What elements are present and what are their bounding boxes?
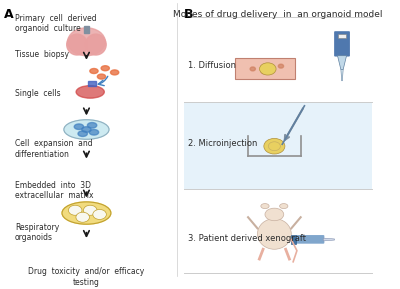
Text: Tissue  biopsy: Tissue biopsy (15, 50, 69, 59)
Ellipse shape (110, 70, 119, 75)
Circle shape (264, 138, 285, 154)
Text: 1. Diffusion: 1. Diffusion (188, 61, 236, 70)
FancyBboxPatch shape (184, 102, 372, 189)
Circle shape (250, 67, 255, 71)
Ellipse shape (67, 34, 87, 55)
Ellipse shape (89, 129, 99, 135)
Text: Cell  expansion  and
differentiation: Cell expansion and differentiation (15, 139, 93, 159)
Text: A: A (4, 8, 13, 21)
Circle shape (84, 205, 97, 215)
Ellipse shape (258, 218, 291, 249)
Ellipse shape (64, 120, 109, 139)
Ellipse shape (68, 28, 105, 56)
Bar (338, 34, 346, 38)
Polygon shape (341, 70, 343, 81)
Text: Single  cells: Single cells (15, 89, 61, 98)
Text: Embedded  into  3D
extracellular  matrix: Embedded into 3D extracellular matrix (15, 181, 94, 201)
Circle shape (76, 212, 90, 222)
Circle shape (260, 63, 276, 75)
Bar (84, 27, 89, 34)
Text: 2. Microinjection: 2. Microinjection (188, 139, 257, 148)
Text: Drug  toxicity  and/or  efficacy
testing: Drug toxicity and/or efficacy testing (28, 267, 144, 287)
Ellipse shape (265, 208, 284, 221)
Ellipse shape (74, 124, 84, 129)
Circle shape (68, 205, 82, 215)
Circle shape (93, 210, 106, 219)
Bar (291, 235, 296, 244)
Ellipse shape (87, 123, 97, 128)
Text: Primary  cell  derived
organoid  culture: Primary cell derived organoid culture (15, 14, 97, 33)
FancyBboxPatch shape (334, 31, 350, 57)
Polygon shape (338, 56, 346, 70)
Text: B: B (184, 8, 194, 21)
Ellipse shape (90, 68, 98, 73)
Ellipse shape (62, 202, 111, 224)
Ellipse shape (76, 86, 104, 98)
Text: Respiratory
organoids: Respiratory organoids (15, 223, 59, 242)
Ellipse shape (78, 131, 87, 136)
Circle shape (262, 70, 267, 74)
Bar (88, 81, 96, 86)
FancyBboxPatch shape (296, 235, 324, 244)
Ellipse shape (86, 34, 106, 55)
Ellipse shape (101, 66, 109, 71)
Polygon shape (323, 238, 334, 241)
Text: 3. Patient derived xenograft: 3. Patient derived xenograft (188, 234, 306, 243)
Text: Modes of drug delivery  in  an organoid model: Modes of drug delivery in an organoid mo… (173, 10, 383, 19)
Ellipse shape (261, 203, 269, 209)
FancyBboxPatch shape (235, 58, 295, 79)
Ellipse shape (97, 74, 106, 79)
Ellipse shape (82, 127, 91, 132)
Circle shape (278, 64, 284, 68)
Ellipse shape (280, 203, 288, 209)
